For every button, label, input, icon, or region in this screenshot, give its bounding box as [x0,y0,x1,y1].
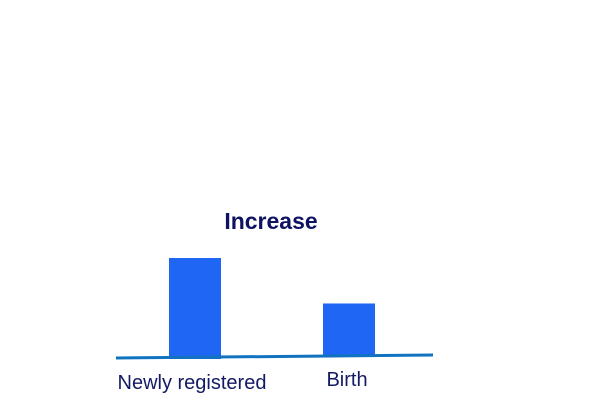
category-labels: Newly registered Birth [118,369,368,394]
bar-newly-registered [169,258,221,359]
category-label-birth: Birth [326,369,367,391]
chart-title: Increase [224,208,317,234]
bars-group [169,258,375,359]
bar-birth [323,303,375,356]
category-label-newly-registered: Newly registered [118,372,267,394]
x-axis-line [115,353,434,360]
